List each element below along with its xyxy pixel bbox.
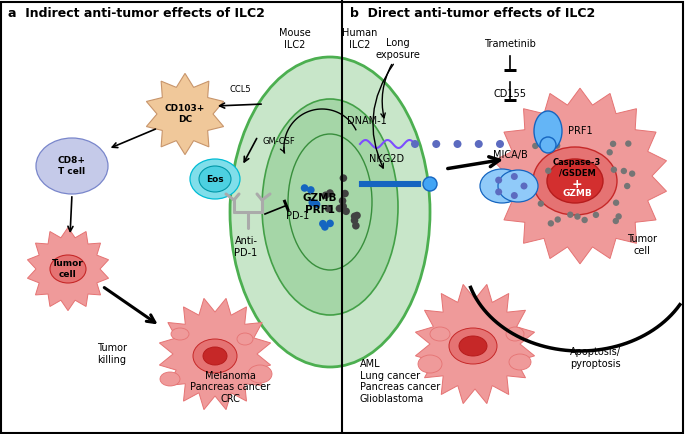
Text: Long
exposure: Long exposure xyxy=(375,38,421,60)
Circle shape xyxy=(540,132,547,138)
Ellipse shape xyxy=(459,336,487,356)
Circle shape xyxy=(341,190,349,197)
Circle shape xyxy=(593,212,599,218)
Text: GZMB: GZMB xyxy=(562,190,592,198)
Polygon shape xyxy=(415,284,534,404)
Circle shape xyxy=(423,177,437,191)
Text: PD-1: PD-1 xyxy=(286,211,309,221)
Ellipse shape xyxy=(203,347,227,365)
Ellipse shape xyxy=(160,372,180,386)
Ellipse shape xyxy=(50,255,86,283)
Circle shape xyxy=(538,201,544,207)
Circle shape xyxy=(432,140,440,148)
Circle shape xyxy=(340,174,347,182)
Text: DNAM-1: DNAM-1 xyxy=(347,116,387,126)
Text: CD155: CD155 xyxy=(493,89,527,99)
Text: Mouse
ILC2: Mouse ILC2 xyxy=(279,28,311,49)
Circle shape xyxy=(353,212,361,219)
Circle shape xyxy=(308,199,316,206)
Circle shape xyxy=(629,171,635,177)
Ellipse shape xyxy=(430,327,450,341)
Circle shape xyxy=(567,211,573,218)
Circle shape xyxy=(496,140,504,148)
Ellipse shape xyxy=(498,170,538,202)
Circle shape xyxy=(574,214,581,220)
Circle shape xyxy=(307,186,314,194)
Circle shape xyxy=(611,167,617,173)
Text: GZMB
PRF1: GZMB PRF1 xyxy=(303,193,337,215)
Text: a  Indirect anti-tumor effects of ILC2: a Indirect anti-tumor effects of ILC2 xyxy=(8,7,265,20)
Ellipse shape xyxy=(506,327,524,341)
Text: Tumor
cell: Tumor cell xyxy=(627,234,657,256)
Ellipse shape xyxy=(533,147,617,215)
Text: Eos: Eos xyxy=(206,174,224,184)
Circle shape xyxy=(549,128,556,134)
Ellipse shape xyxy=(248,365,272,383)
Circle shape xyxy=(544,133,551,139)
Text: Apoptosis/
pyroptosis: Apoptosis/ pyroptosis xyxy=(570,347,621,369)
Text: Trametinib: Trametinib xyxy=(484,39,536,49)
Circle shape xyxy=(495,177,502,184)
Circle shape xyxy=(475,140,483,148)
Circle shape xyxy=(321,223,329,231)
Text: Human
ILC2: Human ILC2 xyxy=(342,28,377,49)
Text: PRF1: PRF1 xyxy=(568,126,593,136)
Polygon shape xyxy=(147,73,223,155)
Circle shape xyxy=(554,142,560,149)
Ellipse shape xyxy=(36,138,108,194)
Text: Anti-
PD-1: Anti- PD-1 xyxy=(234,236,258,258)
Polygon shape xyxy=(160,299,271,410)
Circle shape xyxy=(319,220,327,227)
Circle shape xyxy=(351,213,358,220)
Circle shape xyxy=(612,218,619,224)
Text: Caspase-3
/GSDEM: Caspase-3 /GSDEM xyxy=(553,158,601,178)
Ellipse shape xyxy=(480,169,524,203)
Circle shape xyxy=(545,168,551,174)
Circle shape xyxy=(339,203,347,210)
Text: CCL5: CCL5 xyxy=(229,85,251,94)
Circle shape xyxy=(325,205,332,213)
Text: NKG2D: NKG2D xyxy=(369,154,405,164)
Text: GM-CSF: GM-CSF xyxy=(263,138,296,147)
Polygon shape xyxy=(27,227,108,311)
Circle shape xyxy=(624,183,630,189)
Circle shape xyxy=(326,189,334,197)
Ellipse shape xyxy=(449,328,497,364)
Circle shape xyxy=(411,140,419,148)
Ellipse shape xyxy=(237,333,253,345)
Circle shape xyxy=(555,216,561,223)
Polygon shape xyxy=(493,88,667,264)
Circle shape xyxy=(606,149,613,155)
Circle shape xyxy=(532,143,538,149)
Text: CD8+
T cell: CD8+ T cell xyxy=(58,156,86,176)
Ellipse shape xyxy=(509,354,531,370)
Text: Tumor
cell: Tumor cell xyxy=(52,259,84,279)
Text: CD103+
DC: CD103+ DC xyxy=(165,104,206,124)
Ellipse shape xyxy=(230,57,430,367)
Circle shape xyxy=(582,217,588,223)
Ellipse shape xyxy=(199,166,231,192)
Ellipse shape xyxy=(262,99,398,315)
Text: MICA/B: MICA/B xyxy=(493,150,527,160)
Circle shape xyxy=(313,201,321,208)
Ellipse shape xyxy=(540,137,556,153)
Text: b  Direct anti-tumor effects of ILC2: b Direct anti-tumor effects of ILC2 xyxy=(350,7,595,20)
Circle shape xyxy=(495,188,502,195)
Ellipse shape xyxy=(534,111,562,151)
Circle shape xyxy=(613,200,619,206)
Circle shape xyxy=(339,197,347,204)
Circle shape xyxy=(511,173,518,180)
Ellipse shape xyxy=(190,159,240,199)
Ellipse shape xyxy=(547,159,603,203)
Ellipse shape xyxy=(193,339,237,373)
Circle shape xyxy=(547,220,554,227)
Circle shape xyxy=(351,217,358,224)
Circle shape xyxy=(301,184,308,192)
Circle shape xyxy=(615,213,622,220)
Circle shape xyxy=(521,183,527,190)
Circle shape xyxy=(342,207,350,215)
Text: Tumor
killing: Tumor killing xyxy=(97,343,127,365)
Circle shape xyxy=(621,168,627,174)
Circle shape xyxy=(336,205,343,212)
